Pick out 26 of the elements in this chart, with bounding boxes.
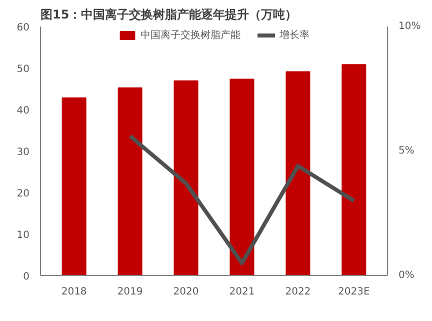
bar (118, 87, 142, 276)
y2-tick-label: 0% (398, 270, 414, 281)
x-tick-label: 2023E (338, 286, 370, 298)
bar (230, 78, 254, 276)
x-tick-label: 2021 (229, 286, 255, 298)
y2-tick-label: 5% (398, 146, 414, 156)
y-tick-label: 60 (16, 22, 30, 34)
chart-title: 图15：中国离子交换树脂产能逐年提升（万吨） (40, 8, 298, 22)
y-tick-label: 10 (16, 230, 30, 241)
legend-label: 中国离子交换树脂产能 (140, 28, 240, 42)
y-tick-label: 30 (16, 147, 30, 158)
bar (342, 64, 366, 276)
y-tick-label: 20 (16, 188, 30, 200)
line-series (128, 134, 356, 266)
legend-label: 增长率 (280, 28, 310, 42)
x-tick-label: 2020 (173, 286, 199, 298)
y2-tick-label: 10% (398, 21, 421, 32)
bar (62, 97, 86, 276)
y-tick-label: 50 (16, 64, 30, 75)
x-tick-label: 2019 (117, 286, 143, 298)
y-tick-label: 0 (23, 272, 30, 282)
x-tick-label: 2022 (285, 286, 311, 298)
x-tick-label: 2018 (61, 286, 87, 298)
bar (174, 80, 198, 276)
y-tick-label: 40 (16, 106, 30, 116)
bar (286, 71, 310, 276)
